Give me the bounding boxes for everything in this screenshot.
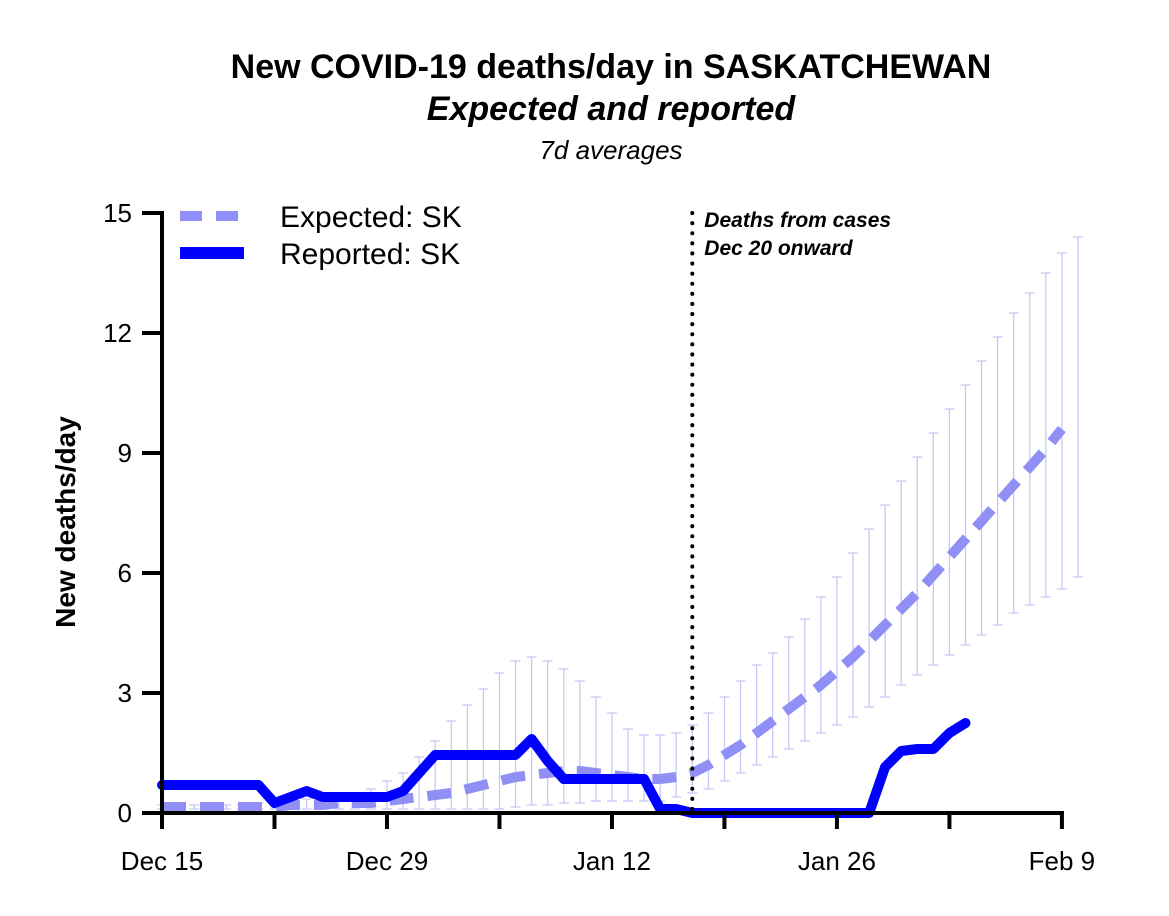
x-ticks: Dec 15 Dec 29 Jan 12 Jan 26 Feb 9: [121, 813, 1095, 876]
chart-title: New COVID-19 deaths/day in SASKATCHEWAN: [231, 48, 992, 86]
y-ticks: 0 3 6 9 12 15: [103, 198, 162, 828]
y-tick-label: 0: [118, 798, 132, 828]
y-tick-label: 12: [103, 318, 132, 348]
x-tick-label: Feb 9: [1029, 846, 1096, 876]
x-tick-label: Jan 12: [573, 846, 651, 876]
legend-label-expected: Expected: SK: [280, 201, 462, 234]
x-tick-label: Jan 26: [798, 846, 876, 876]
x-tick-label: Dec 15: [121, 846, 203, 876]
legend-label-reported: Reported: SK: [280, 238, 460, 271]
y-tick-label: 6: [118, 558, 132, 588]
annotation-line-1: Deaths from cases: [704, 209, 891, 232]
chart-note: 7d averages: [539, 135, 682, 165]
y-axis-label: New deaths/day: [50, 416, 81, 628]
chart-subtitle: Expected and reported: [427, 90, 797, 128]
series-line-expected: [162, 425, 1066, 812]
x-tick-label: Dec 29: [346, 846, 428, 876]
annotation-line-2: Dec 20 onward: [704, 237, 853, 260]
y-tick-label: 3: [118, 678, 132, 708]
error-bars: [157, 236, 1083, 810]
legend: Expected: SK Reported: SK: [180, 201, 462, 271]
y-tick-label: 9: [118, 438, 132, 468]
y-tick-label: 15: [103, 198, 132, 228]
